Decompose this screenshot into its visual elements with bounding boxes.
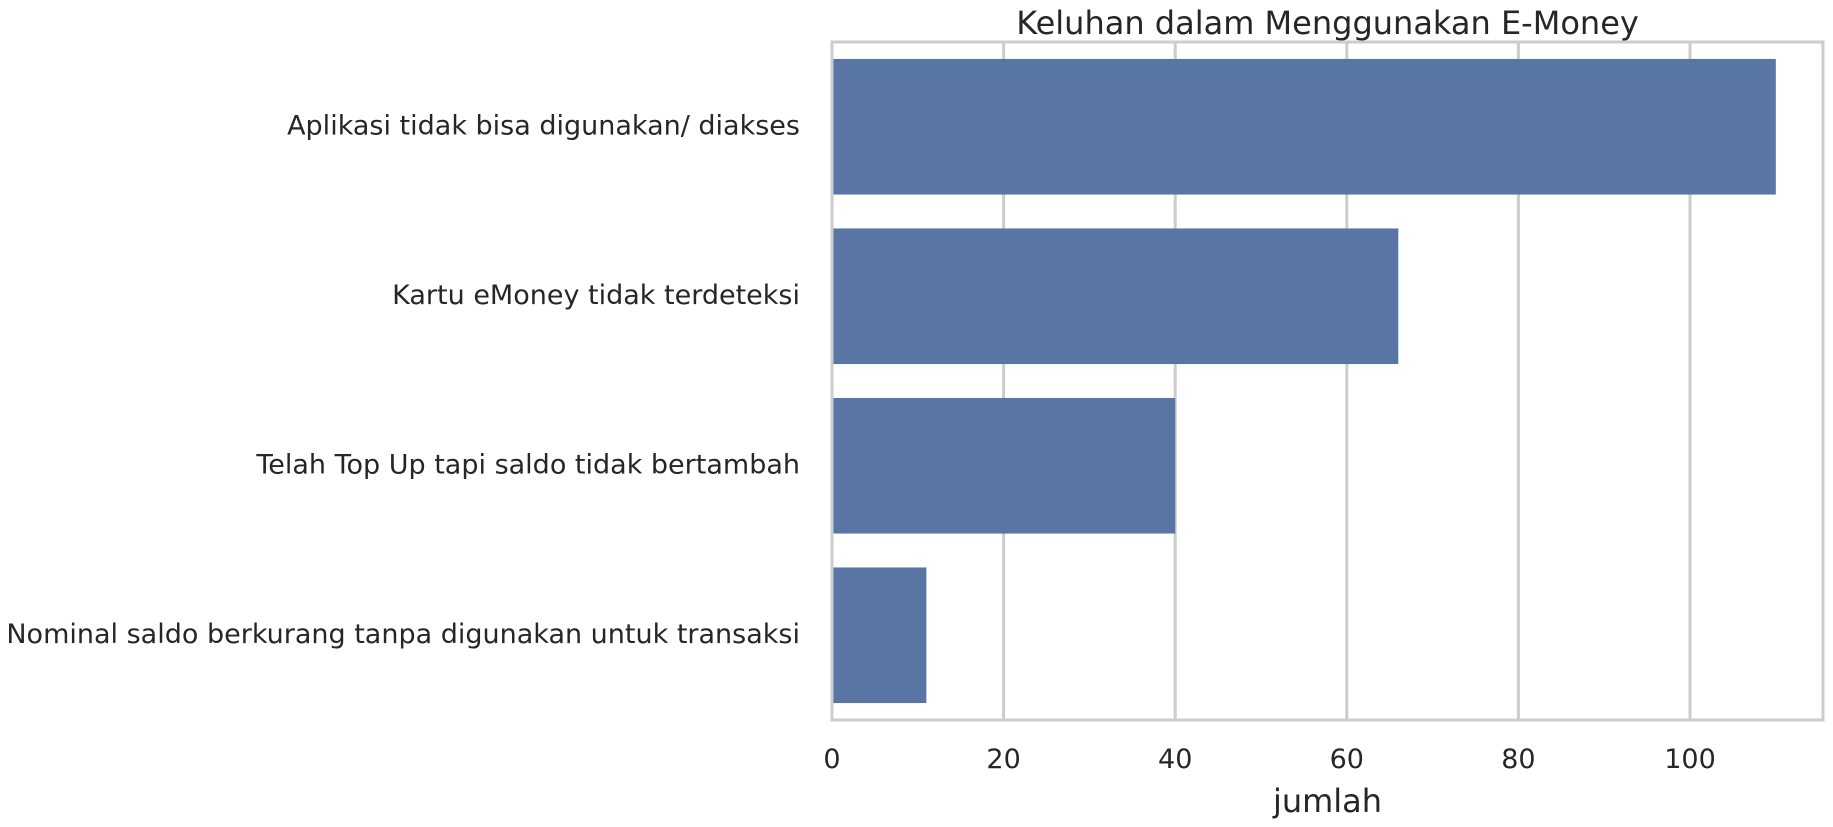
bar-3 bbox=[832, 397, 1176, 534]
y-tick-label-1: Aplikasi tidak bisa digunakan/ diakses bbox=[287, 110, 800, 141]
x-tick-label-40: 40 bbox=[1158, 744, 1192, 775]
x-tick-label-0: 0 bbox=[823, 744, 840, 775]
bar-4 bbox=[832, 567, 927, 704]
x-tick-label-60: 60 bbox=[1330, 744, 1364, 775]
plot-border bbox=[830, 40, 1825, 722]
bar-1 bbox=[832, 58, 1776, 195]
y-tick-label-2: Kartu eMoney tidak terdeteksi bbox=[392, 280, 800, 311]
x-tick-label-100: 100 bbox=[1664, 744, 1716, 775]
y-tick-label-3: Telah Top Up tapi saldo tidak bertambah bbox=[255, 449, 800, 480]
x-tick-labels: 0 20 40 60 80 100 bbox=[823, 744, 1715, 775]
bars bbox=[832, 58, 1776, 704]
x-axis-label: jumlah bbox=[1272, 782, 1382, 820]
plot-frame bbox=[830, 40, 1825, 722]
x-tick-label-20: 20 bbox=[986, 744, 1020, 775]
chart-title: Keluhan dalam Menggunakan E-Money bbox=[1016, 4, 1639, 42]
bar-2 bbox=[832, 228, 1399, 365]
y-tick-label-4: Nominal saldo berkurang tanpa digunakan … bbox=[6, 619, 800, 650]
x-tick-label-80: 80 bbox=[1501, 744, 1535, 775]
y-tick-labels: Aplikasi tidak bisa digunakan/ diakses Ka… bbox=[6, 110, 800, 650]
